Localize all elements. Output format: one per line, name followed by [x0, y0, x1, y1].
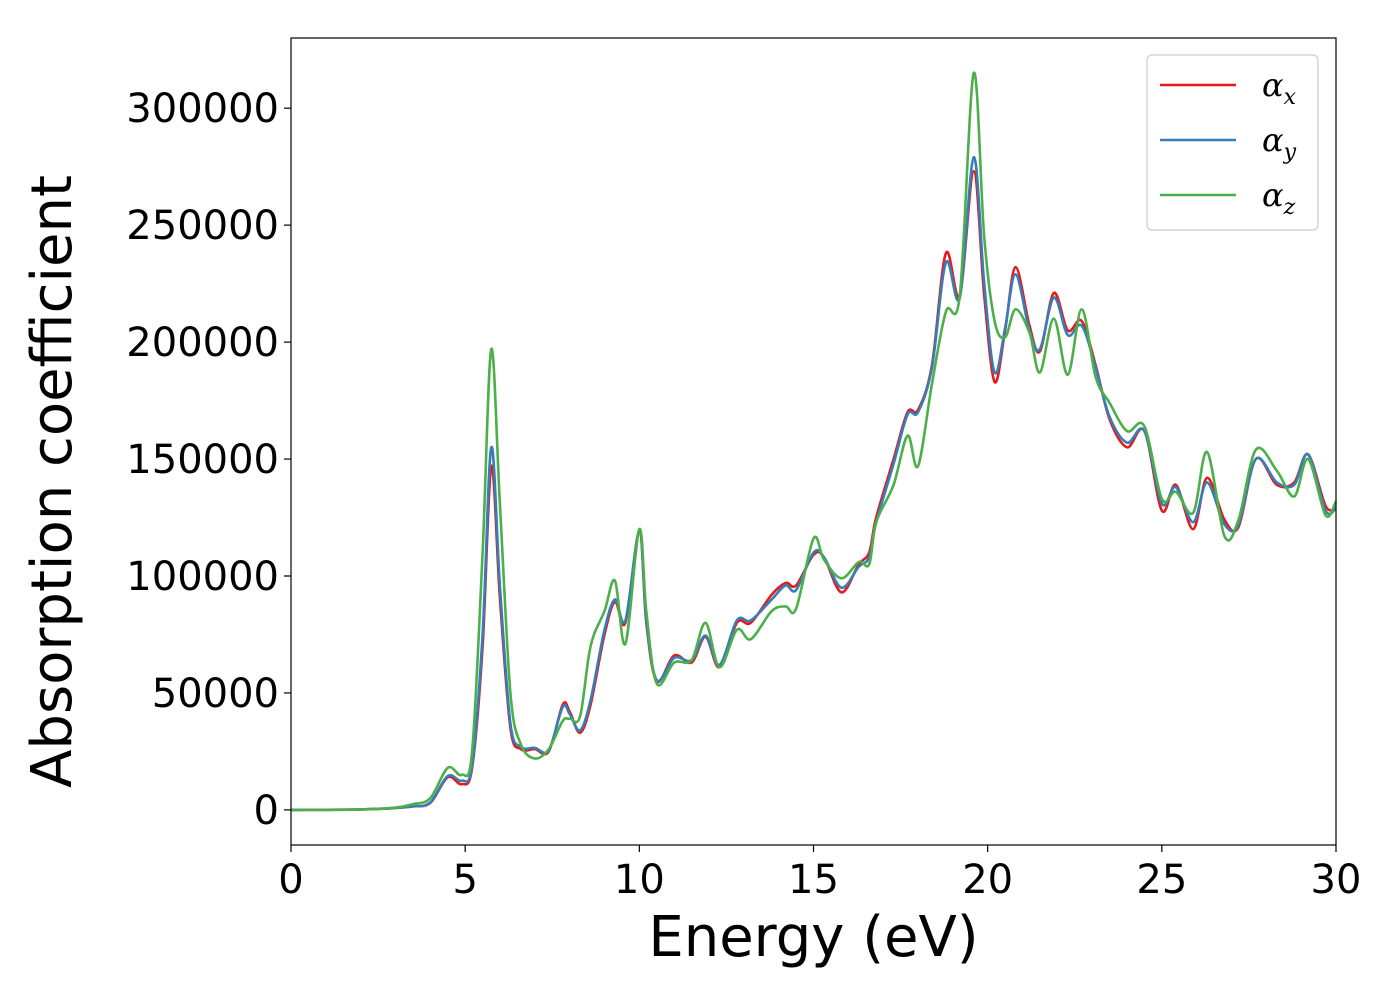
- legend-label-x: αx: [1262, 66, 1297, 110]
- y-tick-label: 0: [254, 788, 279, 834]
- legend: αx αy αz: [1146, 54, 1319, 231]
- x-axis-ticks: 0 5 10 15 20 25 30: [278, 845, 1361, 903]
- y-tick-label: 200000: [126, 320, 279, 366]
- x-tick-label: 20: [962, 857, 1013, 903]
- x-tick-label: 30: [1311, 857, 1362, 903]
- legend-box: [1146, 54, 1319, 231]
- series-line-z: [290, 71, 1338, 812]
- y-tick-label: 50000: [152, 671, 279, 717]
- y-tick-label: 150000: [126, 437, 279, 483]
- legend-label-y: αy: [1262, 121, 1297, 165]
- y-axis-label: Absorption coefficient: [20, 175, 85, 788]
- y-tick-label: 100000: [126, 554, 279, 600]
- x-tick-label: 10: [614, 857, 665, 903]
- x-tick-label: 15: [788, 857, 839, 903]
- x-tick-label: 5: [452, 857, 477, 903]
- legend-label-z: αz: [1262, 176, 1296, 220]
- y-tick-label: 300000: [126, 86, 279, 132]
- y-tick-label: 250000: [126, 203, 279, 249]
- x-tick-label: 0: [278, 857, 303, 903]
- lines-layer: [290, 71, 1338, 812]
- x-tick-label: 25: [1136, 857, 1187, 903]
- y-axis-ticks: 0 50000 100000 150000 200000 250000 300000: [126, 86, 291, 834]
- x-axis-label: Energy (eV): [648, 905, 978, 970]
